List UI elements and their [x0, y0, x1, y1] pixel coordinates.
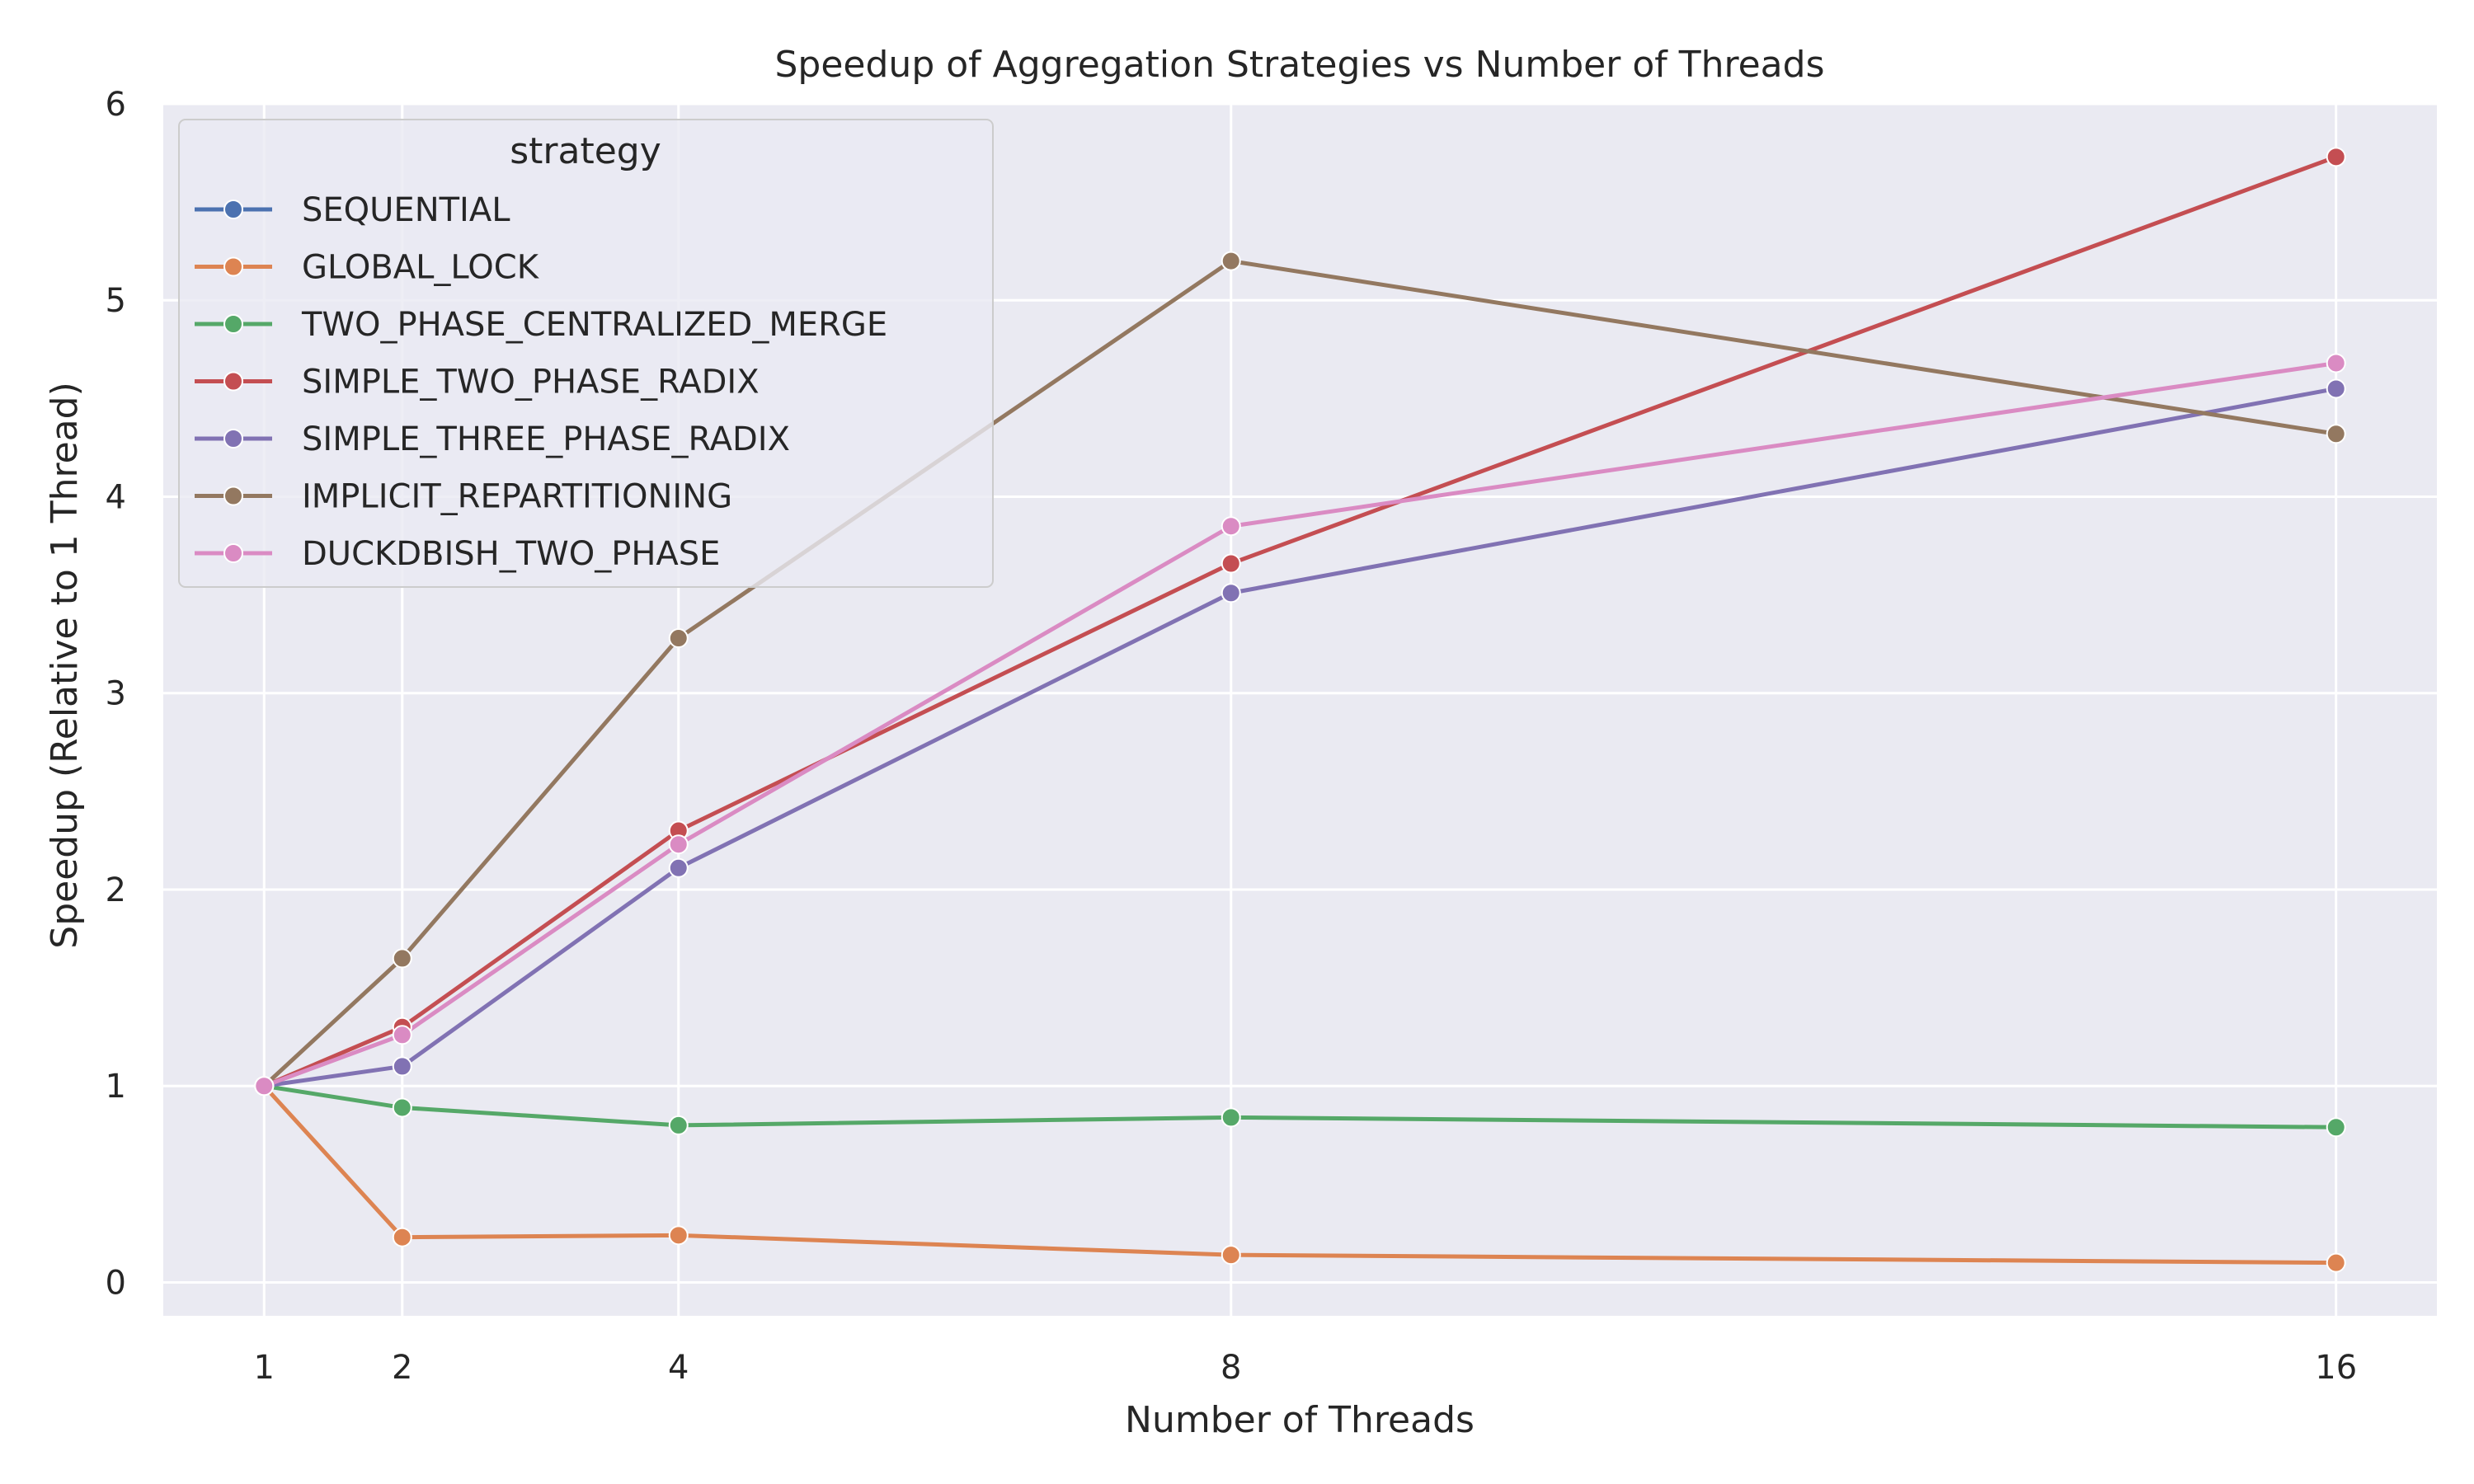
legend-item-simple-three-phase-radix: SIMPLE_THREE_PHASE_RADIX — [195, 420, 790, 458]
data-point-simple-three-phase-radix — [1221, 583, 1241, 603]
legend-marker — [223, 256, 243, 277]
y-tick-label: 2 — [106, 871, 126, 909]
x-tick-label: 16 — [2315, 1349, 2357, 1387]
legend-title: strategy — [510, 130, 661, 172]
grid-lines — [163, 102, 2437, 1316]
legend-marker — [223, 543, 243, 563]
y-tick-label: 4 — [106, 478, 126, 516]
data-point-two-phase-centralized-merge — [1221, 1107, 1241, 1128]
chart-title: Speedup of Aggregation Strategies vs Num… — [775, 44, 1825, 86]
data-point-duckdbish-two-phase — [668, 834, 689, 855]
data-point-duckdbish-two-phase — [392, 1025, 412, 1045]
data-point-simple-two-phase-radix — [2326, 147, 2346, 167]
x-tick-label: 4 — [668, 1349, 689, 1387]
data-point-two-phase-centralized-merge — [2326, 1117, 2346, 1138]
data-point-simple-three-phase-radix — [2326, 378, 2346, 399]
y-tick-label: 3 — [106, 675, 126, 713]
tick-labels: 1 2 4 8 16 0 1 2 3 4 5 6 — [106, 86, 2358, 1387]
legend-marker — [223, 200, 243, 219]
data-point-duckdbish-two-phase — [2326, 353, 2346, 373]
data-point-implicit-repartitioning — [668, 628, 689, 649]
data-point-implicit-repartitioning — [2326, 424, 2346, 444]
data-point-two-phase-centralized-merge — [668, 1115, 689, 1135]
data-point-global-lock — [668, 1225, 689, 1246]
y-tick-label: 5 — [106, 282, 126, 320]
x-tick-label: 8 — [1221, 1349, 1241, 1387]
legend-item-simple-two-phase-radix: SIMPLE_TWO_PHASE_RADIX — [195, 364, 760, 402]
legend-label: TWO_PHASE_CENTRALIZED_MERGE — [301, 306, 887, 344]
legend-item-duckdbish-two-phase: DUCKDBISH_TWO_PHASE — [195, 535, 720, 573]
legend-label: SIMPLE_TWO_PHASE_RADIX — [302, 364, 760, 402]
data-point-simple-two-phase-radix — [1221, 553, 1241, 574]
data-point-two-phase-centralized-merge — [392, 1097, 412, 1118]
x-axis-label: Number of Threads — [1125, 1399, 1475, 1441]
data-point-global-lock — [1221, 1245, 1241, 1266]
y-tick-label: 6 — [106, 86, 126, 124]
data-point-simple-three-phase-radix — [668, 857, 689, 878]
data-point-duckdbish-two-phase — [254, 1076, 275, 1097]
data-point-global-lock — [2326, 1252, 2346, 1273]
legend-marker — [223, 486, 243, 506]
legend-marker — [223, 314, 243, 334]
legend: strategy SEQUENTIAL GLOBAL_LOCK TWO_PHASE_… — [178, 119, 994, 588]
legend-item-sequential: SEQUENTIAL — [195, 191, 510, 229]
x-tick-label: 2 — [392, 1349, 412, 1387]
legend-label: IMPLICIT_REPARTITIONING — [302, 478, 732, 516]
legend-label: SEQUENTIAL — [302, 191, 510, 229]
data-point-implicit-repartitioning — [392, 948, 412, 969]
legend-item-implicit-repartitioning: IMPLICIT_REPARTITIONING — [195, 478, 732, 516]
legend-item-global-lock: GLOBAL_LOCK — [195, 249, 540, 287]
legend-label: DUCKDBISH_TWO_PHASE — [302, 535, 720, 573]
legend-entries: SEQUENTIAL GLOBAL_LOCK TWO_PHASE_CENTRALIZ… — [195, 191, 887, 573]
y-axis-label: Speedup (Relative to 1 Thread) — [44, 382, 86, 948]
data-point-implicit-repartitioning — [1221, 251, 1241, 271]
data-point-duckdbish-two-phase — [1221, 516, 1241, 537]
x-tick-label: 1 — [254, 1349, 275, 1387]
legend-marker — [223, 429, 243, 448]
series-markers — [254, 147, 2346, 1273]
legend-label: SIMPLE_THREE_PHASE_RADIX — [302, 420, 790, 458]
legend-box — [178, 119, 994, 588]
legend-marker — [223, 371, 243, 392]
legend-item-two-phase-centralized-merge: TWO_PHASE_CENTRALIZED_MERGE — [195, 306, 887, 344]
legend-label: GLOBAL_LOCK — [302, 249, 540, 287]
data-point-simple-three-phase-radix — [392, 1056, 412, 1077]
data-point-global-lock — [392, 1227, 412, 1247]
y-tick-label: 1 — [106, 1068, 126, 1106]
y-tick-label: 0 — [106, 1264, 126, 1302]
